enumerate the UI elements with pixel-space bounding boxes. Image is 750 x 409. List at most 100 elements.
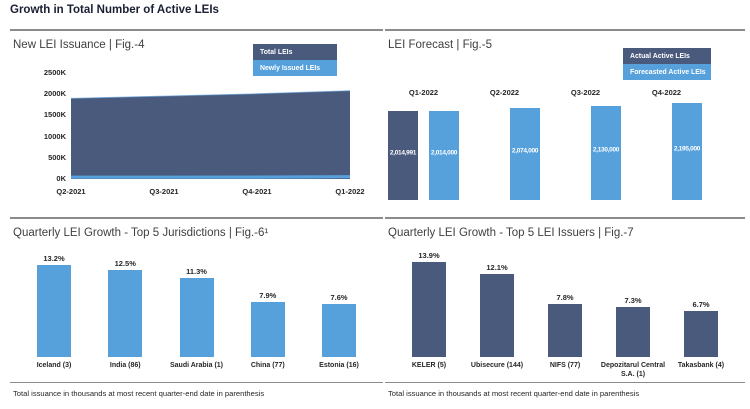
y-axis-issuance: 2500K 2000K 1500K 1000K 500K 0K xyxy=(18,68,66,184)
y-tick: 2000K xyxy=(43,89,66,99)
bars-q3: 2,130,000 xyxy=(550,103,621,200)
bar-column-takasbank: 6.7% Takasbank (4) xyxy=(667,251,735,380)
bar-ubisecure xyxy=(480,274,514,357)
percent-label: 11.3% xyxy=(186,267,207,277)
panel-new-lei-issuance: New LEI Issuance | Fig.-4 Total LEIs New… xyxy=(10,29,383,219)
bar-column-keler: 13.9% KELER (5) xyxy=(395,251,463,380)
bar-nifs xyxy=(548,303,582,357)
bar-column-india: 12.5% India (86) xyxy=(91,251,159,370)
bar-column-saudi-arabia: 11.3% Saudi Arabia (1) xyxy=(163,251,231,370)
divider xyxy=(385,382,745,383)
divider xyxy=(10,382,383,383)
legend-issuance: Total LEIs Newly Issued LEIs xyxy=(253,44,337,76)
issuers-chart: 13.9% KELER (5) 12.1% Ubisecure (144) 7.… xyxy=(395,251,735,380)
legend-item-forecasted-active-leis: Forecasted Active LEIs xyxy=(623,64,711,80)
bar-column-china: 7.9% China (77) xyxy=(234,251,302,370)
forecast-group-q4: Q4-2022 2,195,000 xyxy=(631,88,702,200)
percent-label: 7.6% xyxy=(330,293,348,302)
bar-takasbank xyxy=(684,311,718,357)
percent-label: 13.9% xyxy=(418,251,440,260)
bar-iceland xyxy=(37,265,71,357)
footnote: Total issuance in thousands at most rece… xyxy=(388,389,640,398)
total-leis-topline xyxy=(70,90,351,99)
percent-label: 13.2% xyxy=(43,254,65,263)
bar-column-iceland: 13.2% Iceland (3) xyxy=(20,251,88,370)
percent-label: 6.7% xyxy=(692,300,710,310)
bar-value-label: 2,074,000 xyxy=(511,147,539,155)
y-tick: 1500K xyxy=(43,110,66,120)
panel-lei-forecast: LEI Forecast | Fig.-5 Actual Active LEIs… xyxy=(385,29,745,219)
category-label: China (77) xyxy=(250,362,285,369)
bars-q2: 2,074,000 xyxy=(469,103,540,200)
x-tick: Q4-2021 xyxy=(242,187,272,196)
percent-label: 7.9% xyxy=(259,290,277,300)
x-tick: Q1-2022 xyxy=(335,187,365,196)
category-label: Estonia (16) xyxy=(319,362,359,369)
category-label: KELER (5) xyxy=(411,362,447,369)
percent-label: 7.8% xyxy=(556,292,574,302)
bar-depozitarul-central xyxy=(616,307,650,357)
category-label: India (86) xyxy=(109,362,141,369)
legend-item-total-leis: Total LEIs xyxy=(253,44,337,60)
bar-column-ubisecure: 12.1% Ubisecure (144) xyxy=(463,251,531,380)
bar-keler xyxy=(412,262,446,357)
legend-forecast: Actual Active LEIs Forecasted Active LEI… xyxy=(623,48,711,80)
x-tick: Q2-2021 xyxy=(56,187,86,196)
panel-title-issuers: Quarterly LEI Growth - Top 5 LEI Issuers… xyxy=(388,227,634,239)
footnote: Total issuance in thousands at most rece… xyxy=(13,389,265,398)
legend-item-actual-active-leis: Actual Active LEIs xyxy=(623,48,711,64)
bars-q1: 2,014,991 2,014,000 xyxy=(388,103,459,200)
bar-forecast-q1: 2,014,000 xyxy=(429,111,459,200)
bar-value-label: 2,014,991 xyxy=(389,149,417,157)
bar-saudi-arabia xyxy=(179,278,214,357)
y-tick: 500K xyxy=(48,152,66,162)
bar-forecast-q2: 2,074,000 xyxy=(510,108,540,200)
category-label: NIFS (77) xyxy=(549,362,581,369)
bar-estonia xyxy=(322,304,356,357)
issuance-area-svg xyxy=(70,90,351,179)
category-label: Depozitarul Central S.A. (1) xyxy=(600,362,666,379)
total-leis-area xyxy=(71,90,350,179)
bar-india xyxy=(108,269,143,357)
category-label: Q2-2022 xyxy=(489,88,520,97)
percent-label: 12.5% xyxy=(114,258,136,268)
panel-title-issuance: New LEI Issuance | Fig.-4 xyxy=(13,39,145,51)
category-label: Takasbank (4) xyxy=(677,362,725,369)
panel-top5-lei-issuers: Quarterly LEI Growth - Top 5 LEI Issuers… xyxy=(385,217,745,409)
bar-value-label: 2,130,000 xyxy=(592,146,620,154)
panel-top5-jurisdictions: Quarterly LEI Growth - Top 5 Jurisdictio… xyxy=(10,217,383,409)
category-label: Q3-2022 xyxy=(570,88,601,97)
bar-value-label: 2,014,000 xyxy=(430,149,458,157)
page-title: Growth in Total Number of Active LEIs xyxy=(10,4,219,16)
forecast-group-q1: Q1-2022 2,014,991 2,014,000 xyxy=(388,88,459,200)
percent-label: 12.1% xyxy=(486,263,508,273)
panel-title-forecast: LEI Forecast | Fig.-5 xyxy=(388,39,492,51)
panel-title-jurisdictions: Quarterly LEI Growth - Top 5 Jurisdictio… xyxy=(13,227,269,239)
issuance-plot-area xyxy=(70,73,351,179)
category-label: Saudi Arabia (1) xyxy=(169,362,224,369)
forecast-group-q2: Q2-2022 2,074,000 xyxy=(469,88,540,200)
bar-value-label: 2,195,000 xyxy=(673,145,701,153)
category-label: Q4-2022 xyxy=(651,88,682,97)
bar-column-estonia: 7.6% Estonia (16) xyxy=(305,251,373,370)
category-label: Ubisecure (144) xyxy=(470,362,524,369)
y-tick: 1000K xyxy=(43,131,66,141)
newly-issued-line xyxy=(71,175,351,179)
forecast-group-q3: Q3-2022 2,130,000 xyxy=(550,88,621,200)
x-tick: Q3-2021 xyxy=(149,187,179,196)
bars-q4: 2,195,000 xyxy=(631,103,702,200)
category-label: Iceland (3) xyxy=(36,362,72,369)
legend-item-newly-issued-leis: Newly Issued LEIs xyxy=(253,60,337,76)
bar-forecast-q3: 2,130,000 xyxy=(591,105,621,200)
bar-china xyxy=(250,301,285,357)
bar-column-nifs: 7.8% NIFS (77) xyxy=(531,251,599,380)
y-tick: 0K xyxy=(56,173,66,183)
bar-actual-q1: 2,014,991 xyxy=(388,111,418,200)
category-label: Q1-2022 xyxy=(408,88,439,97)
y-tick: 2500K xyxy=(43,68,66,77)
bar-column-depozitarul-central: 7.3% Depozitarul Central S.A. (1) xyxy=(599,251,667,380)
bar-forecast-q4: 2,195,000 xyxy=(672,103,702,200)
jurisdictions-chart: 13.2% Iceland (3) 12.5% India (86) 11.3%… xyxy=(20,251,373,370)
percent-label: 7.3% xyxy=(624,296,642,306)
